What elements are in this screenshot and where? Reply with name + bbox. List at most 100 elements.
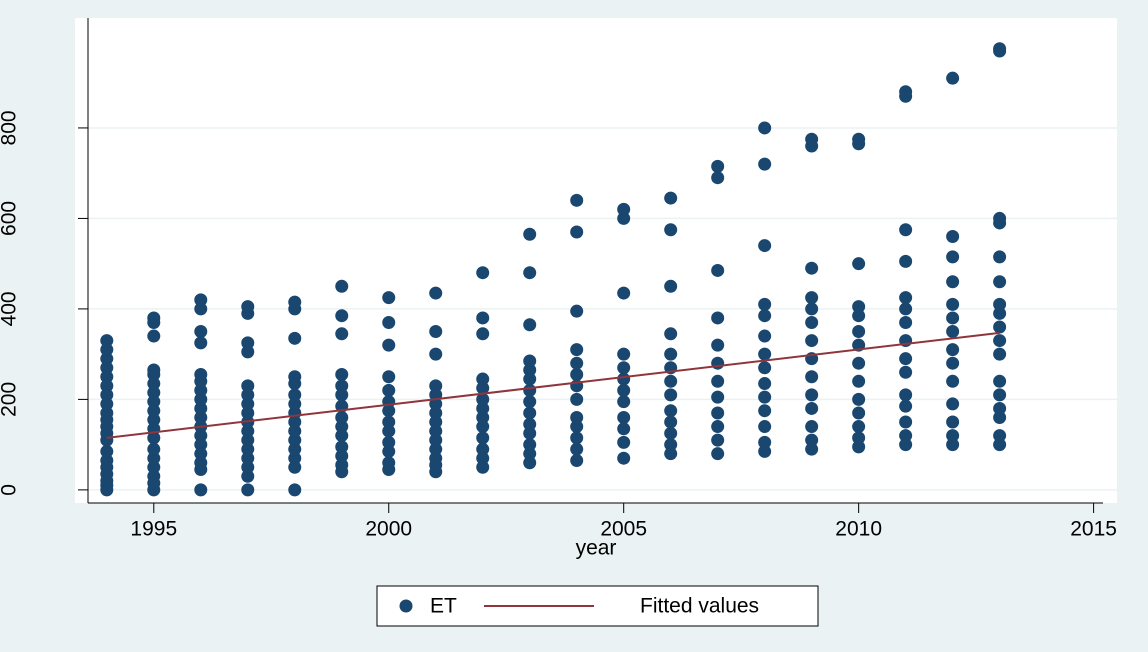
scatter-point (617, 347, 631, 361)
scatter-point (899, 438, 913, 452)
scatter-point (194, 447, 208, 461)
scatter-point (993, 275, 1007, 289)
scatter-point (664, 415, 678, 429)
scatter-point (664, 374, 678, 388)
scatter-point (711, 356, 725, 370)
scatter-point (946, 311, 960, 325)
scatter-point (899, 415, 913, 429)
scatter-point (476, 451, 490, 465)
scatter-point (476, 311, 490, 325)
scatter-point (194, 401, 208, 415)
scatter-point (194, 392, 208, 406)
y-tick-label: 400 (0, 291, 21, 326)
scatter-point (147, 451, 161, 465)
scatter-point (993, 410, 1007, 424)
scatter-point (523, 395, 537, 409)
scatter-point (805, 315, 819, 329)
scatter-point (523, 318, 537, 332)
scatter-point (523, 383, 537, 397)
scatter-point (711, 311, 725, 325)
scatter-point (993, 401, 1007, 415)
x-tick-label: 2005 (600, 518, 647, 541)
scatter-point (429, 415, 443, 429)
scatter-point (617, 395, 631, 409)
scatter-point (993, 374, 1007, 388)
scatter-point (147, 413, 161, 427)
scatter-point (993, 211, 1007, 225)
scatter-point (429, 379, 443, 393)
scatter-point (476, 392, 490, 406)
scatter-point (852, 406, 866, 420)
scatter-point (288, 331, 302, 345)
scatter-point (946, 275, 960, 289)
scatter-point (805, 442, 819, 456)
scatter-point (476, 442, 490, 456)
scatter-point (429, 424, 443, 438)
scatter-point (852, 356, 866, 370)
scatter-point (899, 352, 913, 366)
scatter-point (711, 420, 725, 434)
scatter-point (664, 327, 678, 341)
fitted-line (106, 331, 1000, 439)
scatter-point (147, 404, 161, 418)
scatter-point (335, 410, 349, 424)
scatter-point (335, 440, 349, 454)
scatter-point (570, 368, 584, 382)
scatter-point (570, 343, 584, 357)
scatter-point (429, 286, 443, 300)
scatter-point (288, 370, 302, 384)
scatter-point (758, 420, 772, 434)
scatter-point (382, 291, 396, 305)
scatter-point (476, 381, 490, 395)
scatter-point (805, 261, 819, 275)
legend-box (376, 585, 819, 627)
scatter-point (899, 388, 913, 402)
scatter-point (805, 132, 819, 146)
scatter-point (241, 460, 255, 474)
scatter-point (288, 442, 302, 456)
scatter-point (288, 483, 302, 497)
scatter-point (335, 327, 349, 341)
scatter-point (899, 302, 913, 316)
scatter-point (241, 336, 255, 350)
scatter-point (993, 429, 1007, 443)
scatter-point (382, 456, 396, 470)
scatter-point (617, 372, 631, 386)
x-tick-label: 2010 (835, 518, 882, 541)
scatter-point (570, 356, 584, 370)
scatter-point (382, 424, 396, 438)
scatter-point (476, 401, 490, 415)
scatter-point (382, 415, 396, 429)
scatter-point (899, 429, 913, 443)
scatter-point (805, 388, 819, 402)
scatter-point (570, 304, 584, 318)
scatter-point (147, 431, 161, 445)
scatter-point (758, 329, 772, 343)
scatter-point (570, 225, 584, 239)
scatter-point (664, 447, 678, 461)
scatter-point (194, 368, 208, 382)
scatter-point (852, 374, 866, 388)
scatter-point (241, 379, 255, 393)
scatter-point (899, 399, 913, 413)
y-tick-label: 200 (0, 382, 21, 417)
scatter-point (711, 159, 725, 173)
x-tick-label: 2015 (1070, 518, 1117, 541)
scatter-point (194, 410, 208, 424)
scatter-point (382, 404, 396, 418)
scatter-point (758, 435, 772, 449)
scatter-point (711, 447, 725, 461)
scatter-point (241, 424, 255, 438)
scatter-point (852, 132, 866, 146)
scatter-point (523, 372, 537, 386)
scatter-point (617, 383, 631, 397)
scatter-point (194, 429, 208, 443)
scatter-point (617, 211, 631, 225)
scatter-point (523, 447, 537, 461)
scatter-point (617, 451, 631, 465)
scatter-point (288, 451, 302, 465)
scatter-point (711, 390, 725, 404)
scatter-point (946, 250, 960, 264)
legend-label: Fitted values (640, 595, 759, 618)
scatter-point (852, 309, 866, 323)
